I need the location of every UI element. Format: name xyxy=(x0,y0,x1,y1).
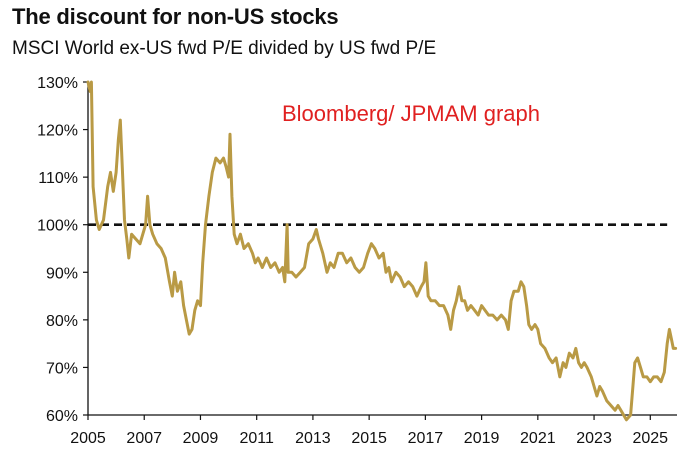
x-tick-label: 2019 xyxy=(464,430,500,447)
x-tick-label: 2009 xyxy=(183,430,219,447)
y-tick-label: 130% xyxy=(37,75,78,92)
x-tick-label: 2011 xyxy=(239,430,274,447)
x-tick-label: 2025 xyxy=(632,430,668,447)
y-tick-label: 100% xyxy=(37,218,78,235)
series-group xyxy=(86,80,678,422)
x-tick-label: 2021 xyxy=(520,430,556,447)
x-tick-label: 2007 xyxy=(126,430,162,447)
y-tick-label: 80% xyxy=(46,313,78,330)
y-tick-label: 90% xyxy=(46,265,78,282)
y-tick-label: 110% xyxy=(38,170,78,187)
x-tick-label: 2023 xyxy=(576,430,612,447)
y-tick-label: 70% xyxy=(46,360,78,377)
y-axis-ticks: 60% 70% 80% 90% 100% 110% 120% 130% xyxy=(37,75,88,425)
x-tick-label: 2015 xyxy=(351,430,387,447)
x-axis-ticks: 2005 2007 2009 2011 2013 2015 2017 2019 2021 2023… xyxy=(70,415,668,447)
chart-subtitle: MSCI World ex-US fwd P/E divided by US f… xyxy=(12,38,437,59)
chart-annotation: Bloomberg/ JPMAM graph xyxy=(282,101,540,126)
axes xyxy=(87,82,677,416)
x-tick-label: 2017 xyxy=(408,430,444,447)
x-tick-label: 2013 xyxy=(295,430,331,447)
x-tick-label: 2005 xyxy=(70,430,106,447)
chart-title: The discount for non-US stocks xyxy=(12,4,339,29)
y-tick-label: 60% xyxy=(46,408,78,425)
series-line xyxy=(86,80,678,422)
y-tick-label: 120% xyxy=(37,123,78,140)
